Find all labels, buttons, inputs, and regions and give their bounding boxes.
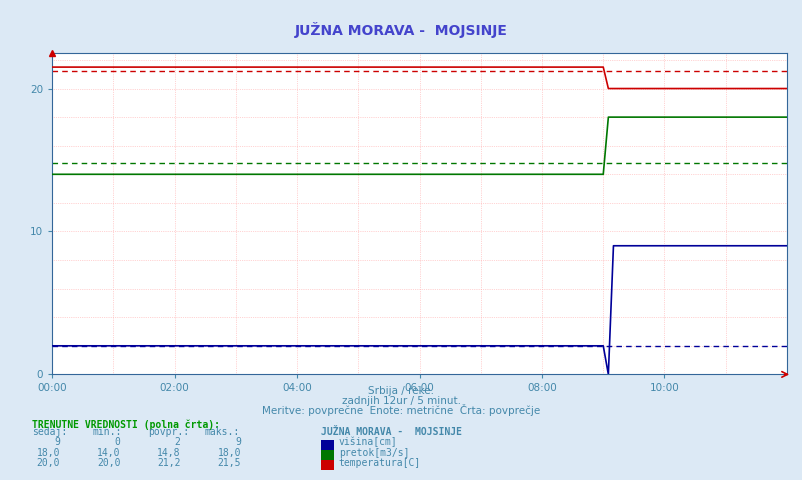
Text: povpr.:: povpr.: [148, 427, 189, 437]
Text: 20,0: 20,0 [97, 457, 120, 468]
Text: 14,8: 14,8 [157, 447, 180, 457]
Text: 9: 9 [55, 437, 60, 447]
Text: Srbija / reke.: Srbija / reke. [368, 386, 434, 396]
Text: višina[cm]: višina[cm] [338, 437, 397, 447]
Text: JUŽNA MORAVA -  MOJSINJE: JUŽNA MORAVA - MOJSINJE [294, 22, 508, 37]
Text: 18,0: 18,0 [37, 447, 60, 457]
Text: Meritve: povprečne  Enote: metrične  Črta: povprečje: Meritve: povprečne Enote: metrične Črta:… [262, 404, 540, 417]
Text: sedaj:: sedaj: [32, 427, 67, 437]
Text: 14,0: 14,0 [97, 447, 120, 457]
Text: JUŽNA MORAVA -  MOJSINJE: JUŽNA MORAVA - MOJSINJE [321, 427, 462, 437]
Text: 21,2: 21,2 [157, 457, 180, 468]
Text: min.:: min.: [92, 427, 122, 437]
Text: 18,0: 18,0 [217, 447, 241, 457]
Text: maks.:: maks.: [205, 427, 240, 437]
Text: 21,5: 21,5 [217, 457, 241, 468]
Text: 9: 9 [235, 437, 241, 447]
Text: 2: 2 [175, 437, 180, 447]
Text: pretok[m3/s]: pretok[m3/s] [338, 447, 409, 457]
Text: 20,0: 20,0 [37, 457, 60, 468]
Text: zadnjih 12ur / 5 minut.: zadnjih 12ur / 5 minut. [342, 396, 460, 406]
Text: TRENUTNE VREDNOSTI (polna črta):: TRENUTNE VREDNOSTI (polna črta): [32, 420, 220, 430]
Text: temperatura[C]: temperatura[C] [338, 457, 420, 468]
Text: 0: 0 [115, 437, 120, 447]
